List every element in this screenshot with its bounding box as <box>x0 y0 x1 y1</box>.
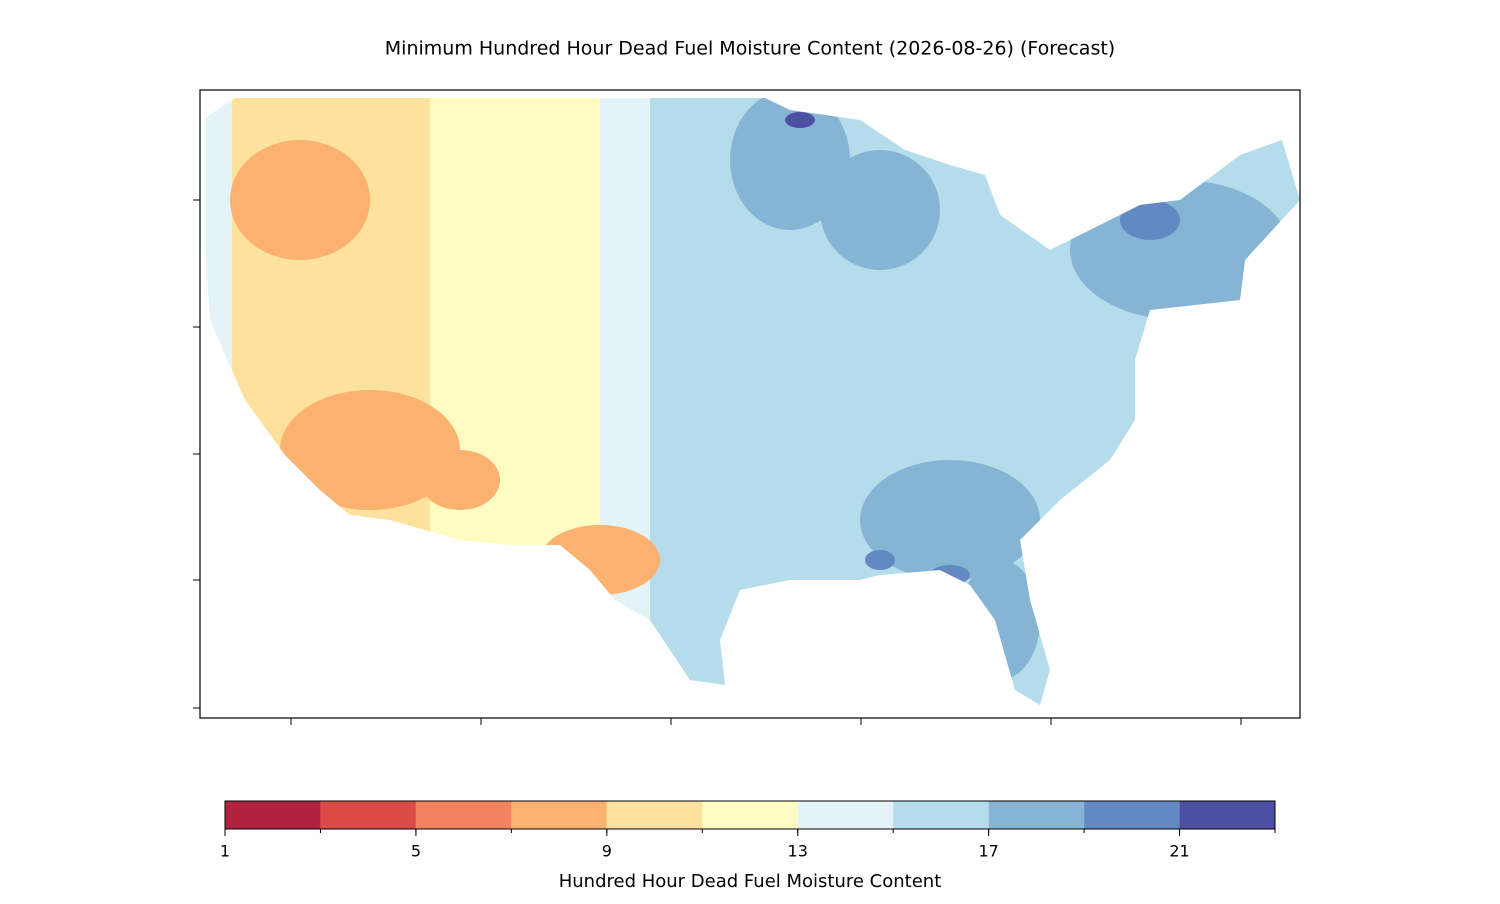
moisture-region <box>860 460 1040 580</box>
moisture-region <box>205 98 232 705</box>
moisture-region <box>430 98 600 705</box>
colorbar-segment <box>1084 801 1180 829</box>
moisture-region <box>420 450 500 510</box>
colorbar-segment <box>320 801 416 829</box>
colorbar-tick-label: 9 <box>602 842 612 861</box>
moisture-region <box>600 98 650 705</box>
map <box>205 98 1300 705</box>
map-frame <box>199 89 1301 719</box>
colorbar-tick-label: 5 <box>411 842 421 861</box>
moisture-region <box>730 98 850 230</box>
colorbar-tick-label: 21 <box>1169 842 1189 861</box>
colorbar-segment <box>225 801 321 829</box>
moisture-region <box>280 390 460 510</box>
colorbar-segment <box>606 801 703 829</box>
moisture-region <box>820 150 940 270</box>
moisture-region <box>230 140 370 260</box>
colorbar-segment <box>1179 801 1275 829</box>
colorbar-segment <box>988 801 1085 829</box>
colorbar-label: Hundred Hour Dead Fuel Moisture Content <box>559 871 942 892</box>
colorbar-segment <box>797 801 894 829</box>
moisture-region <box>865 550 895 570</box>
colorbar-frame <box>224 800 1276 830</box>
moisture-region <box>930 565 970 585</box>
colorbar: 1 5 9 13 17 21 <box>220 800 1276 861</box>
moisture-region <box>1070 180 1290 320</box>
axis-ticks <box>193 199 1242 725</box>
colorbar-tick-label: 13 <box>788 842 808 861</box>
moisture-region <box>540 525 660 595</box>
colorbar-tick-label: 17 <box>978 842 998 861</box>
moisture-region <box>1120 200 1180 240</box>
colorbar-segment <box>415 801 512 829</box>
colorbar-segment <box>511 801 607 829</box>
colorbar-segment <box>893 801 989 829</box>
chart-title: Minimum Hundred Hour Dead Fuel Moisture … <box>385 38 1115 60</box>
colorbar-tick-label: 1 <box>220 842 230 861</box>
moisture-region <box>785 112 815 128</box>
moisture-region <box>960 560 1040 680</box>
colorbar-segment <box>702 801 798 829</box>
moisture-region <box>650 98 740 705</box>
